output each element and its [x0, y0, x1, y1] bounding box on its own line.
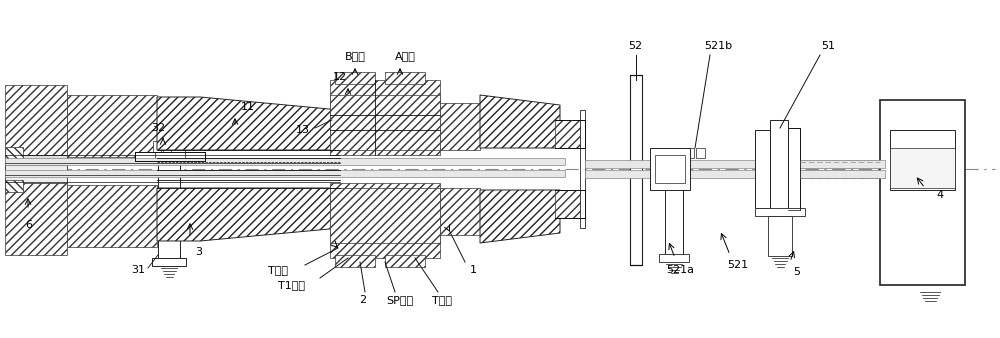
Bar — [555, 120, 585, 148]
Bar — [755, 130, 770, 208]
Bar — [163, 141, 171, 152]
Bar — [5, 85, 67, 165]
Bar — [330, 80, 440, 155]
Bar — [153, 141, 161, 152]
Bar — [155, 148, 185, 162]
Text: 3: 3 — [195, 247, 202, 257]
Text: T油口: T油口 — [268, 265, 288, 275]
Text: 6: 6 — [25, 220, 32, 230]
Bar — [440, 103, 480, 150]
Text: 13: 13 — [296, 125, 310, 135]
Text: 2: 2 — [359, 295, 367, 305]
Bar — [5, 158, 565, 165]
Polygon shape — [480, 190, 560, 243]
Bar — [890, 130, 955, 190]
Bar — [768, 216, 792, 256]
Bar — [650, 148, 690, 190]
Text: 1: 1 — [470, 265, 477, 275]
Text: A油口: A油口 — [395, 51, 415, 61]
Text: 31: 31 — [131, 265, 145, 275]
Bar — [696, 148, 705, 158]
Polygon shape — [157, 97, 340, 150]
Bar — [685, 148, 694, 158]
Text: 12: 12 — [333, 72, 347, 82]
Text: 4: 4 — [936, 190, 944, 200]
Bar — [440, 188, 480, 235]
Text: SP油口: SP油口 — [386, 295, 414, 305]
Text: T油口: T油口 — [432, 295, 452, 305]
Bar — [655, 155, 685, 183]
Bar — [158, 162, 180, 262]
Bar — [770, 120, 788, 218]
Bar — [585, 170, 785, 178]
Text: 521a: 521a — [666, 265, 694, 275]
Text: 51: 51 — [821, 41, 835, 51]
Bar — [659, 254, 689, 262]
Text: B油口: B油口 — [345, 51, 365, 61]
Bar — [335, 72, 375, 84]
Bar — [67, 95, 157, 157]
Polygon shape — [480, 95, 560, 148]
Bar — [385, 255, 425, 267]
Bar — [785, 160, 915, 168]
Bar — [580, 110, 585, 228]
Text: 32: 32 — [151, 123, 165, 133]
Text: 52: 52 — [628, 41, 642, 51]
Bar — [5, 165, 67, 183]
Bar — [135, 152, 205, 162]
Bar — [5, 147, 23, 159]
Bar — [880, 100, 965, 285]
Text: 11: 11 — [241, 102, 255, 112]
Text: 5: 5 — [794, 267, 800, 277]
Text: 521b: 521b — [704, 41, 732, 51]
Bar — [555, 190, 585, 218]
Bar — [785, 170, 915, 178]
Bar — [5, 155, 67, 175]
Bar — [335, 255, 375, 267]
Bar — [330, 188, 440, 243]
Text: 521: 521 — [727, 260, 749, 270]
Bar — [330, 183, 440, 258]
Bar — [800, 160, 885, 168]
Bar — [152, 258, 186, 266]
Bar — [5, 180, 23, 192]
Bar — [788, 128, 800, 210]
Bar — [755, 208, 805, 216]
Bar — [665, 163, 683, 258]
Polygon shape — [157, 188, 340, 241]
Text: T1油口: T1油口 — [278, 280, 305, 290]
Bar — [5, 170, 565, 177]
Bar — [67, 185, 157, 247]
Bar — [5, 175, 67, 255]
Bar — [385, 72, 425, 84]
Bar — [800, 170, 885, 178]
Bar — [890, 148, 955, 188]
Bar — [630, 75, 642, 265]
Bar — [330, 95, 440, 150]
Bar — [585, 160, 785, 168]
